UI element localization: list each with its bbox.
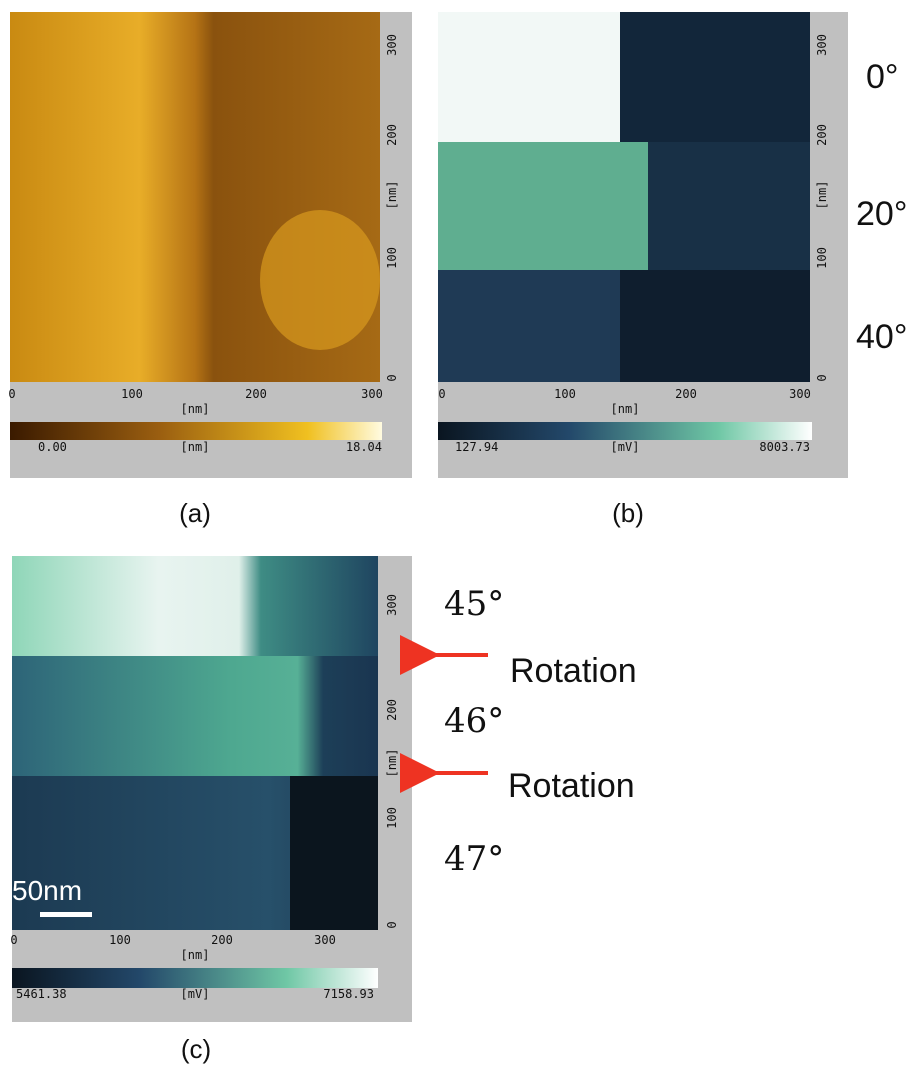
y-tick-label: 200	[815, 124, 829, 146]
x-tick-label: 0	[10, 933, 17, 947]
angle-label: 20°	[856, 195, 907, 233]
x-tick-label: 100	[121, 387, 143, 401]
x-tick-label: 300	[361, 387, 383, 401]
y-tick-label: 300	[815, 34, 829, 56]
x-tick-label: 100	[554, 387, 576, 401]
x-tick-label: 300	[789, 387, 811, 401]
kpfm-band	[12, 556, 378, 656]
x-tick-label: 300	[314, 933, 336, 947]
colorbar-unit: [mV]	[611, 440, 640, 454]
y-tick-label: 100	[385, 247, 399, 269]
x-tick-label: 100	[109, 933, 131, 947]
x-tick-label: 200	[245, 387, 267, 401]
colorbar-max: 18.04	[346, 440, 382, 454]
rotation-label: Rotation	[510, 652, 637, 690]
colorbar-unit: [mV]	[181, 987, 210, 1001]
colorbar	[10, 422, 382, 440]
colorbar-max: 8003.73	[759, 440, 810, 454]
rotation-label: Rotation	[508, 767, 635, 805]
x-axis-unit: [nm]	[181, 948, 210, 962]
x-tick-label: 200	[211, 933, 233, 947]
y-tick-label: 0	[385, 374, 399, 381]
y-tick-label: 200	[385, 699, 399, 721]
x-tick-label: 200	[675, 387, 697, 401]
x-axis-unit: [nm]	[181, 402, 210, 416]
y-tick-label: 0	[815, 374, 829, 381]
y-tick-label: 0	[385, 921, 399, 928]
angle-label: 0°	[866, 58, 899, 96]
panel-caption: (b)	[612, 498, 644, 528]
colorbar	[12, 968, 378, 988]
kpfm-band	[290, 776, 378, 930]
y-tick-label: 300	[385, 594, 399, 616]
y-axis-unit: [nm]	[385, 181, 399, 210]
angle-label: 47°	[444, 839, 504, 879]
angle-label: 45°	[444, 584, 504, 624]
colorbar	[438, 422, 812, 440]
angle-label: 40°	[856, 318, 907, 356]
kpfm-band	[438, 12, 620, 142]
angle-label: 46°	[444, 701, 504, 741]
x-axis-unit: [nm]	[611, 402, 640, 416]
kpfm-band	[438, 142, 648, 270]
y-axis-unit: [nm]	[815, 181, 829, 210]
panel-caption: (c)	[181, 1034, 211, 1064]
colorbar-min: 0.00	[38, 440, 67, 454]
x-tick-label: 0	[438, 387, 445, 401]
scale-bar-label: 50nm	[12, 875, 82, 906]
afm-feature	[260, 210, 380, 350]
colorbar-max: 7158.93	[323, 987, 374, 1001]
colorbar-min: 5461.38	[16, 987, 67, 1001]
y-tick-label: 100	[815, 247, 829, 269]
y-tick-label: 200	[385, 124, 399, 146]
panel-caption: (a)	[179, 498, 211, 528]
colorbar-min: 127.94	[455, 440, 498, 454]
y-tick-label: 300	[385, 34, 399, 56]
kpfm-band	[12, 656, 378, 776]
x-tick-label: 0	[8, 387, 15, 401]
kpfm-band	[438, 270, 620, 382]
y-axis-unit: [nm]	[385, 749, 399, 778]
scale-bar	[40, 912, 92, 917]
y-tick-label: 100	[385, 807, 399, 829]
colorbar-unit: [nm]	[181, 440, 210, 454]
